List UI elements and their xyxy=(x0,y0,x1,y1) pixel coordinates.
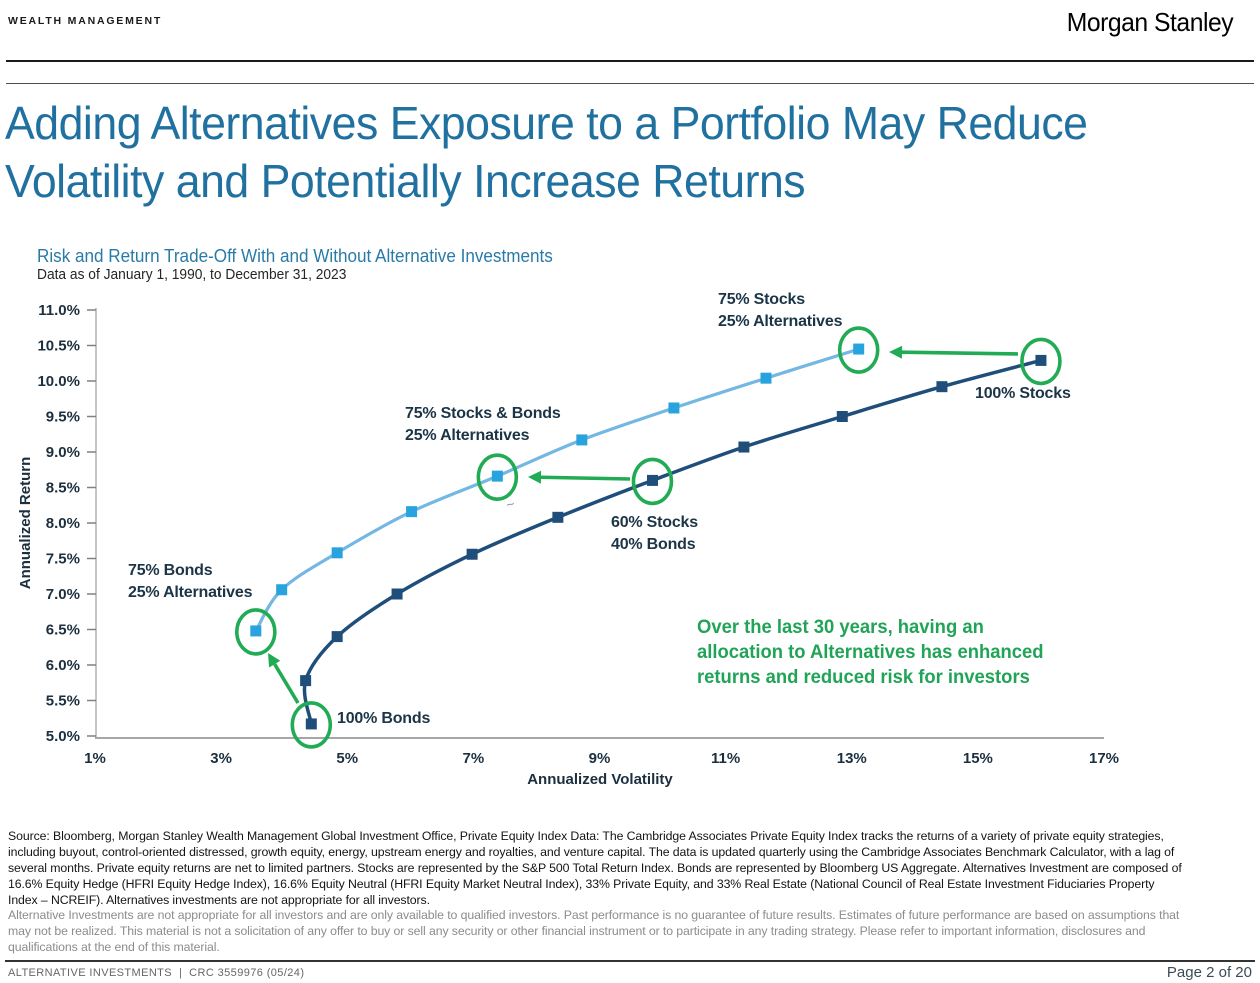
y-axis-title: Annualized Return xyxy=(17,457,34,590)
risk-return-chart: 5.0% 5.5% 6.0% 6.5% 7.0% 7.5% 8.0% 8.5% 9.0% 9.5%… xyxy=(17,291,1119,788)
label-100-stocks: 100% Stocks xyxy=(975,385,1071,402)
y-tick-label: 8.5% xyxy=(46,480,80,497)
series-1-marker xyxy=(331,631,343,643)
series-0-marker xyxy=(853,343,865,355)
series-0-marker xyxy=(331,547,343,559)
page-title-line2: Volatility and Potentially Increase Retu… xyxy=(5,155,806,207)
page-title: Adding Alternatives Exposure to a Portfo… xyxy=(5,94,1088,210)
label-60-stocks-40-bonds: 60% Stocks 40% Bonds xyxy=(611,514,698,553)
x-tick-label: 1% xyxy=(84,750,106,767)
series-1-marker xyxy=(305,718,317,730)
x-tick-label: 3% xyxy=(210,750,232,767)
source-footnote: Source: Bloomberg, Morgan Stanley Wealth… xyxy=(8,829,1182,907)
annotation-arrow xyxy=(273,663,300,704)
y-tick-label: 6.5% xyxy=(46,622,80,639)
series-1-marker xyxy=(738,441,750,453)
highlight-circle xyxy=(837,326,880,374)
label-75-stocks-bonds-25-alternatives: 75% Stocks & Bonds 25% Alternatives xyxy=(405,405,561,444)
morgan-stanley-logo: Morgan Stanley xyxy=(1066,7,1234,37)
series-1-marker xyxy=(836,411,848,422)
highlight-circle xyxy=(476,453,519,501)
annotation-arrowhead xyxy=(528,470,542,484)
y-tick-label: 6.0% xyxy=(46,657,80,674)
y-tick-label: 5.0% xyxy=(46,728,80,745)
x-tick-label: 17% xyxy=(1089,750,1119,767)
x-tick-label: 7% xyxy=(463,750,485,767)
y-tick-label: 7.5% xyxy=(46,551,80,568)
x-tick-label: 11% xyxy=(711,750,740,767)
wealth-management-label: WEALTH MANAGEMENT xyxy=(8,15,163,27)
x-tick-label: 15% xyxy=(963,750,993,767)
series-1-marker xyxy=(466,548,478,560)
x-tick-label: 5% xyxy=(336,750,358,767)
series-0-marker xyxy=(668,402,680,414)
footer-separator: | xyxy=(178,967,183,979)
series-1-marker xyxy=(300,675,312,687)
y-tick-label: 9.5% xyxy=(46,409,80,426)
series-line-0 xyxy=(254,347,860,632)
y-tick-label: 5.5% xyxy=(46,693,80,710)
stray-mark: ~ xyxy=(504,495,517,513)
series-0-marker xyxy=(576,434,588,446)
footer-left-text: ALTERNATIVE INVESTMENTS | CRC 3559976 (0… xyxy=(8,967,304,979)
y-tick-label: 7.0% xyxy=(46,586,80,603)
page-number: Page 2 of 20 xyxy=(1166,964,1252,981)
series-0-marker xyxy=(276,584,288,596)
highlight-circle xyxy=(1020,337,1062,386)
footer-rule xyxy=(5,960,1255,962)
disclaimer-footnote: Alternative Investments are not appropri… xyxy=(8,908,1180,954)
x-tick-label: 9% xyxy=(589,750,611,767)
y-tick-label: 10.5% xyxy=(37,338,80,355)
series-0-marker xyxy=(760,372,772,384)
y-tick-label: 10.0% xyxy=(37,373,80,390)
footer-crc: CRC 3559976 (05/24) xyxy=(189,967,305,979)
chart-subtitle: Data as of January 1, 1990, to December … xyxy=(37,267,347,283)
highlight-circle xyxy=(235,608,277,656)
series-1-marker xyxy=(646,474,658,486)
series-0-marker xyxy=(406,506,418,518)
annotation-arrow xyxy=(540,475,631,481)
series-1-marker xyxy=(936,381,948,393)
chart-title: Risk and Return Trade-Off With and Witho… xyxy=(37,246,553,266)
series-1-marker xyxy=(552,511,564,523)
label-75-stocks-25-alternatives: 75% Stocks 25% Alternatives xyxy=(718,291,843,330)
label-75-bonds-25-alternatives: 75% Bonds 25% Alternatives xyxy=(128,562,253,601)
highlight-circle xyxy=(631,457,674,506)
y-tick-label: 11.0% xyxy=(38,302,80,319)
series-1-marker xyxy=(391,588,403,600)
series-1-marker xyxy=(1035,354,1047,366)
x-tick-label: 13% xyxy=(837,750,867,767)
y-tick-label: 8.0% xyxy=(46,515,80,532)
series-0-marker xyxy=(250,625,262,637)
annotation-arrowhead xyxy=(889,345,903,359)
annotation-arrowhead xyxy=(268,653,281,668)
footer-section-label: ALTERNATIVE INVESTMENTS xyxy=(8,967,173,979)
header-rule-bottom xyxy=(6,83,1254,84)
series-0-marker xyxy=(491,470,503,482)
chart-callout-text: Over the last 30 years, having an alloca… xyxy=(697,617,1044,688)
x-axis-title: Annualized Volatility xyxy=(527,771,673,788)
annotation-arrow xyxy=(901,350,1019,356)
label-100-bonds: 100% Bonds xyxy=(337,710,430,727)
page-title-line1: Adding Alternatives Exposure to a Portfo… xyxy=(5,97,1088,149)
header-rule-top xyxy=(6,60,1254,62)
highlight-circle xyxy=(290,701,333,749)
y-tick-label: 9.0% xyxy=(46,444,80,461)
